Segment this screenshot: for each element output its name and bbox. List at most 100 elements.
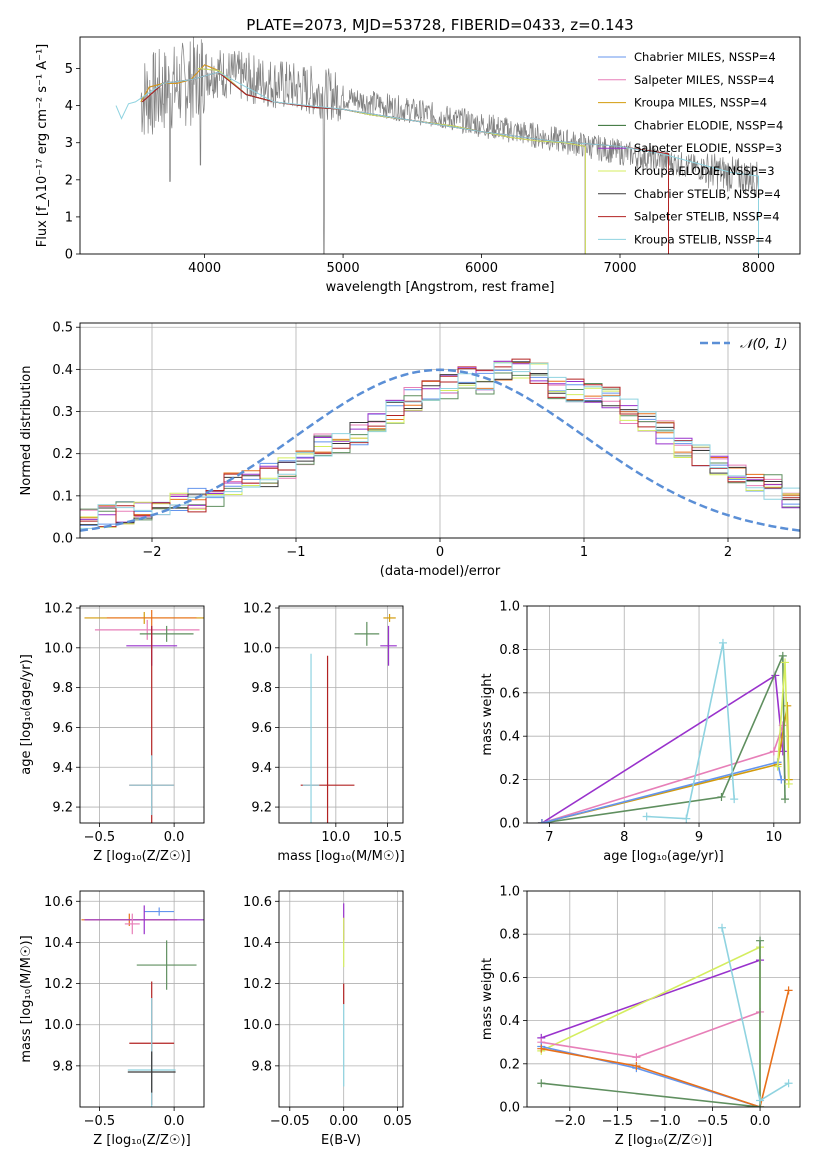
y-tick-label: 9.4 [52, 761, 73, 776]
x-tick-label: 8 [620, 830, 628, 845]
y-axis-label: age [log₁₀(age/yr)] [19, 654, 34, 775]
x-tick-label: 9 [695, 830, 703, 845]
y-tick-label: 10.0 [44, 1018, 73, 1033]
axes-frame [79, 36, 801, 255]
y-tick-label: 0.4 [499, 1014, 520, 1029]
y-axis-label: Normed distribution [19, 366, 34, 496]
y-tick-label: 10.4 [243, 936, 272, 951]
x-axis-label: age [log₁₀(age/yr)] [603, 849, 724, 864]
x-axis-label: Z [log₁₀(Z/Z☉)] [93, 1133, 190, 1148]
chart-title: PLATE=2073, MJD=53728, FIBERID=0433, z=0… [246, 16, 633, 34]
legend-label: Chabrier STELIB, NSSP=4 [634, 187, 781, 201]
x-tick-label: −1.5 [602, 1114, 634, 1129]
plot-area [537, 923, 793, 1107]
legend-label: Chabrier MILES, NSSP=4 [634, 50, 776, 64]
y-tick-label: 4 [65, 99, 73, 114]
x-tick-label: 5000 [327, 261, 360, 276]
model-line-4 [197, 68, 586, 254]
y-tick-label: 0 [65, 248, 73, 263]
y-tick-label: 10.2 [243, 977, 272, 992]
panel-spectrum: 4000 5000 6000 7000 8000 0 1 2 3 4 5 wavelength [An… [35, 16, 801, 295]
y-tick-label: 10.0 [243, 641, 272, 656]
x-tick-label: 0 [436, 545, 444, 560]
y-tick-label: 10.6 [44, 895, 73, 910]
model-line-5 [197, 68, 586, 254]
weight-marker [769, 747, 778, 756]
weight-line-0 [541, 674, 784, 823]
x-axis-label: Z [log₁₀(Z/Z☉)] [615, 1133, 712, 1148]
x-tick-label: 10.0 [321, 830, 350, 845]
y-tick-label: 10.2 [44, 601, 73, 616]
y-tick-label: 0.0 [499, 1101, 520, 1116]
panel-mass_vs_EBV: −0.05 0.00 0.05 9.8 10.0 10.2 10.4 10.6 E(B-V) [243, 890, 412, 1148]
weight-line-3 [541, 1045, 761, 1107]
y-tick-label: 9.8 [251, 681, 272, 696]
weight-marker [632, 1053, 641, 1062]
y-tick-label: 9.8 [251, 1059, 272, 1074]
y-axis-label: mass [log₁₀(M/M☉)] [19, 935, 34, 1062]
legend-label: Kroupa MILES, NSSP=4 [634, 96, 767, 110]
weight-marker [756, 936, 765, 945]
y-axis-label: mass weight [480, 673, 495, 755]
x-axis-label: Z [log₁₀(Z/Z☉)] [93, 849, 190, 864]
plot-area [300, 613, 397, 823]
weight-line-5 [646, 642, 735, 820]
weight-marker [784, 986, 793, 995]
x-tick-label: 0.05 [383, 1114, 412, 1129]
weight-marker [783, 701, 792, 710]
model-line-6 [141, 71, 669, 254]
weight-marker [537, 1044, 546, 1053]
x-tick-label: 4000 [188, 261, 221, 276]
y-tick-label: 3 [65, 136, 73, 151]
plot-area [81, 905, 204, 1107]
y-tick-label: 10.6 [243, 895, 272, 910]
y-tick-label: 0.4 [52, 363, 73, 378]
legend-label: Chabrier ELODIE, NSSP=4 [634, 118, 783, 132]
y-tick-label: 0.1 [52, 489, 73, 504]
y-tick-label: 0.6 [499, 971, 520, 986]
x-axis-label: (data-model)/error [380, 564, 501, 579]
legend-label: Salpeter ELODIE, NSSP=3 [634, 141, 782, 155]
y-tick-label: 1 [65, 210, 73, 225]
x-tick-label: 2 [724, 545, 732, 560]
x-tick-label: −0.5 [84, 830, 116, 845]
x-tick-label: −1 [286, 545, 305, 560]
x-tick-label: −2 [142, 545, 161, 560]
y-tick-label: 9.6 [251, 721, 272, 736]
weight-marker [781, 658, 790, 667]
plot-area [115, 37, 759, 254]
axes-frame [278, 890, 404, 1108]
axes-frame [79, 322, 801, 539]
x-tick-label: 7 [545, 830, 553, 845]
y-tick-label: 0.3 [52, 405, 73, 420]
histogram-step-8 [80, 362, 800, 529]
weight-line-5 [541, 940, 761, 1107]
y-axis-label: Flux [f_λ10⁻¹⁷ erg cm⁻² s⁻¹ A⁻¹] [35, 44, 50, 248]
model-line-8 [115, 71, 759, 254]
panel-mass_weight_vs_age: 7 8 9 10 0.0 0.2 0.4 0.6 0.8 1.0 age [log₁₀(age/yr… [480, 600, 801, 864]
weight-marker [784, 1079, 793, 1088]
axes-frame [278, 605, 404, 824]
y-tick-label: 0.8 [499, 643, 520, 658]
x-tick-label: 10.5 [373, 830, 402, 845]
y-tick-label: 0.8 [499, 928, 520, 943]
x-tick-label: 10 [766, 830, 783, 845]
weight-line-1 [541, 725, 786, 823]
weight-marker [756, 1096, 765, 1105]
data-spectrum-line [140, 37, 759, 254]
legend-label: Salpeter MILES, NSSP=4 [634, 73, 775, 87]
y-tick-label: 10.2 [243, 601, 272, 616]
panel-residuals: −2 −1 0 1 2 0.0 0.1 0.2 0.3 0.4 0.5 (data-model)/er… [19, 321, 801, 579]
x-tick-label: 6000 [465, 261, 498, 276]
weight-line-4 [541, 990, 790, 1107]
y-tick-label: 9.8 [52, 681, 73, 696]
weight-line-4 [541, 761, 783, 823]
panel-age_vs_mass: 10.0 10.5 9.2 9.4 9.6 9.8 10.0 10.2 mass [log₁₀(… [243, 601, 405, 864]
model-line-3 [197, 68, 586, 254]
x-tick-label: 7000 [603, 261, 636, 276]
y-tick-label: 9.6 [52, 721, 73, 736]
y-tick-label: 10.0 [243, 1018, 272, 1033]
x-tick-label: 1 [580, 545, 588, 560]
x-tick-label: 0.0 [164, 830, 185, 845]
axes-frame [79, 890, 205, 1108]
